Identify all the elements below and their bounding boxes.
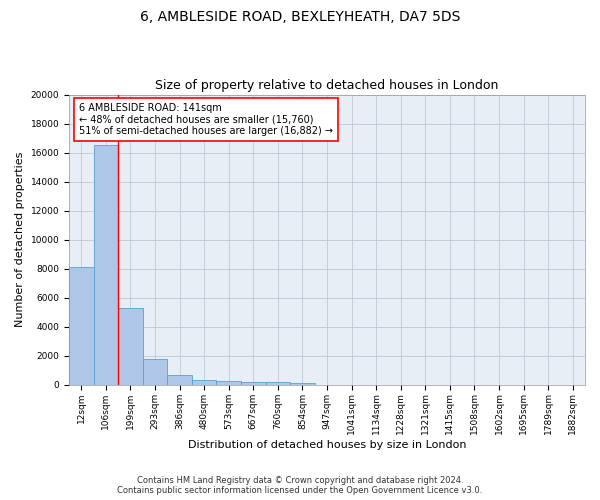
Text: Contains HM Land Registry data © Crown copyright and database right 2024.
Contai: Contains HM Land Registry data © Crown c… bbox=[118, 476, 482, 495]
Bar bbox=[118, 308, 143, 384]
Text: 6, AMBLESIDE ROAD, BEXLEYHEATH, DA7 5DS: 6, AMBLESIDE ROAD, BEXLEYHEATH, DA7 5DS bbox=[140, 10, 460, 24]
Bar bbox=[217, 381, 241, 384]
Bar bbox=[241, 382, 266, 384]
Bar bbox=[192, 380, 217, 384]
Y-axis label: Number of detached properties: Number of detached properties bbox=[15, 152, 25, 328]
Bar bbox=[69, 267, 94, 384]
Bar bbox=[167, 376, 192, 384]
Title: Size of property relative to detached houses in London: Size of property relative to detached ho… bbox=[155, 79, 499, 92]
X-axis label: Distribution of detached houses by size in London: Distribution of detached houses by size … bbox=[188, 440, 466, 450]
Text: 6 AMBLESIDE ROAD: 141sqm
← 48% of detached houses are smaller (15,760)
51% of se: 6 AMBLESIDE ROAD: 141sqm ← 48% of detach… bbox=[79, 104, 334, 136]
Bar bbox=[290, 383, 315, 384]
Bar bbox=[94, 146, 118, 384]
Bar bbox=[266, 382, 290, 384]
Bar bbox=[143, 360, 167, 384]
